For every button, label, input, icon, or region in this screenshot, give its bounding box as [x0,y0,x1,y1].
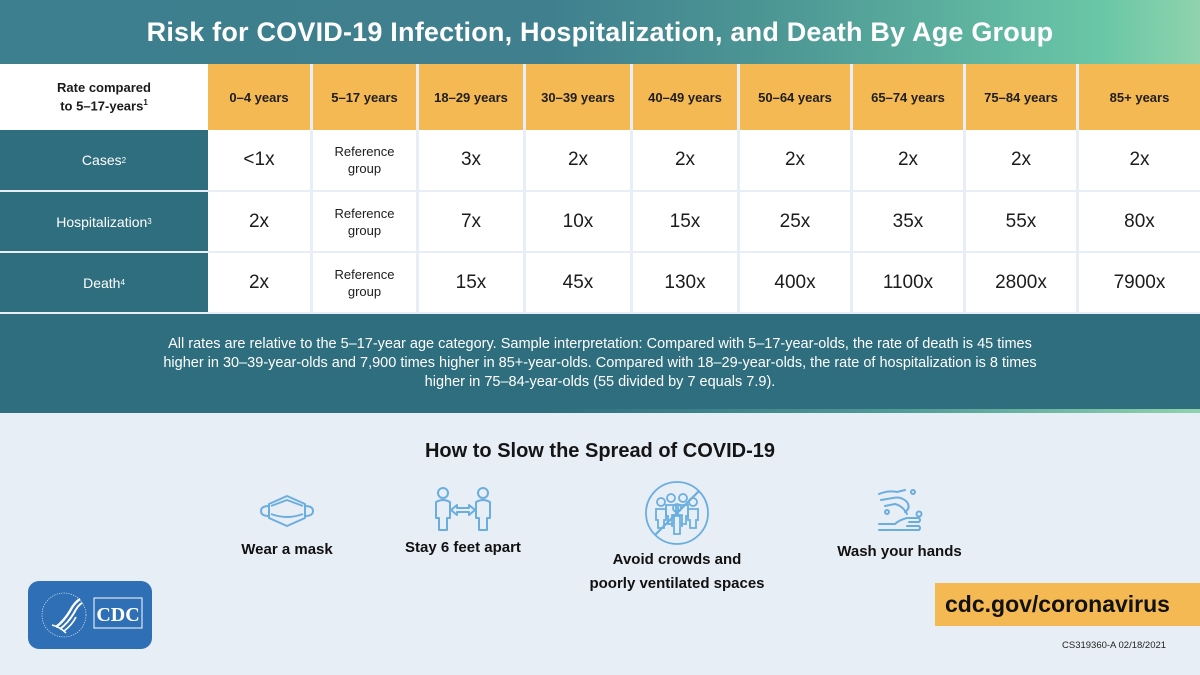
reference-line2: group [347,283,382,299]
corner-label-line2: to 5–17-years [60,98,144,114]
hhs-seal-icon: CDC [41,592,143,638]
rate-cell: 130x [630,253,737,312]
cdc-logo[interactable]: CDC [28,581,152,649]
reference-cell: Reference group [310,192,416,251]
mask-icon [260,495,314,527]
rate-cell: 15x [416,253,523,312]
rate-cell: 10x [523,192,630,251]
distance-icon [435,487,491,531]
cdc-logo-text: CDC [96,604,139,626]
rate-cell: 2x [963,130,1076,190]
rate-cell: 1100x [850,253,963,312]
wash-hands-icon [877,489,922,531]
rate-cell: 2x [1076,130,1200,190]
row-label: Cases 2 [0,130,208,190]
age-header: 50–64 years [737,64,850,130]
reference-line1: Reference [334,266,395,282]
howto-title: How to Slow the Spread of COVID-19 [424,440,776,462]
table-row-hospitalization: Hospitalization 3 2x Reference group 7x 10… [0,192,1200,251]
reference-line2: group [347,161,382,176]
rate-cell: 2800x [963,253,1076,312]
rate-cell: 80x [1076,192,1200,251]
gradient-divider [0,409,1200,413]
reference-line1: Reference [334,205,395,221]
rate-cell: 400x [737,253,850,312]
rate-cell: 2x [208,253,310,312]
corner-label-line1: Rate compared [57,80,151,96]
tip-label: Stay 6 feet apart [405,539,521,556]
rate-cell: 2x [523,130,630,190]
website-link[interactable]: cdc.gov/coronavirus [935,583,1200,626]
row-label-text: Cases [81,152,122,168]
row-label-text: Death [83,274,121,291]
table-row-death: Death 4 2x Reference group 15x 45x 130x 40… [0,253,1200,312]
footnote-marker: 1 [143,98,148,108]
age-header: 0–4 years [208,64,310,130]
tip-wash-hands: Wash your hands [822,486,977,564]
age-header: 40–49 years [630,64,737,130]
corner-header: Rate compared to 5–17-years1 [0,64,208,130]
title-banner: Risk for COVID-19 Infection, Hospitaliza… [0,0,1200,64]
reference-line2: group [347,222,382,238]
reference-cell: Reference group [310,253,416,312]
row-label-text: Hospitalization [56,213,148,230]
rate-cell: 2x [630,130,737,190]
age-header: 30–39 years [523,64,630,130]
tip-label-line1: Avoid crowds and [612,551,742,568]
age-header: 75–84 years [963,64,1076,130]
rate-cell: 35x [850,192,963,251]
rate-cell: 2x [208,192,310,251]
age-header: 5–17 years [310,64,416,130]
tip-wear-mask: Wear a mask [222,490,352,562]
rate-cell: 55x [963,192,1076,251]
row-label: Hospitalization 3 [0,192,208,251]
tip-label: Wear a mask [241,541,333,558]
rate-cell: 2x [737,130,850,190]
tip-avoid-crowds: Avoid crowds and poorly ventilated space… [573,480,781,596]
risk-table: Rate compared to 5–17-years1 0–4 years 5–… [0,64,1200,312]
interpretation-text: All rates are relative to the 5–17-year … [163,336,1037,390]
rate-cell: 2x [850,130,963,190]
tip-stay-apart: Stay 6 feet apart [388,486,538,560]
interpretation-note: All rates are relative to the 5–17-year … [0,314,1200,413]
rate-cell: 15x [630,192,737,251]
website-url[interactable]: cdc.gov/coronavirus [945,591,1170,617]
table-row-cases: Cases 2 <1x Reference group 3x 2x 2x 2x 2x… [0,130,1200,190]
rate-cell: 7x [416,192,523,251]
footnote-marker: 2 [121,155,127,165]
rate-cell: <1x [208,130,310,190]
rate-cell: 3x [416,130,523,190]
rate-cell: 7900x [1076,253,1200,312]
document-code: CS319360-A 02/18/2021 [1062,640,1167,651]
rate-cell: 25x [737,192,850,251]
reference-cell: Reference group [310,130,416,190]
footnote-marker: 4 [120,278,125,287]
footnote-marker: 3 [147,217,152,226]
tip-label-line2: poorly ventilated spaces [589,575,765,592]
reference-line1: Reference [334,144,395,159]
age-header: 85+ years [1076,64,1200,130]
age-header: 65–74 years [850,64,963,130]
page-title: Risk for COVID-19 Infection, Hospitaliza… [146,16,1054,47]
table-header-row: Rate compared to 5–17-years1 0–4 years 5–… [0,64,1200,130]
tip-label: Wash your hands [837,543,962,560]
row-label: Death 4 [0,253,208,312]
rate-cell: 45x [523,253,630,312]
tip-label: Avoid crowds and poorly ventilated space… [573,548,781,596]
age-header: 18–29 years [416,64,523,130]
no-crowds-icon [645,481,709,545]
